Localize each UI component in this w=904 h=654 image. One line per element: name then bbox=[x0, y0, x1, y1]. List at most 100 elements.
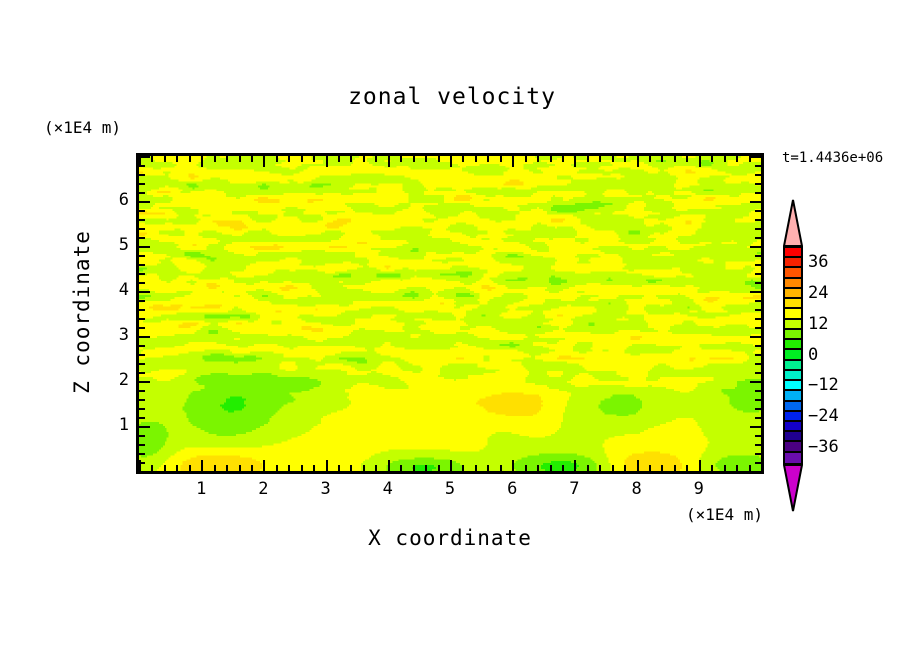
x-tick-bottom bbox=[512, 460, 514, 471]
y-tick-right bbox=[755, 210, 761, 212]
y-tick-right bbox=[755, 174, 761, 176]
page-title: zonal velocity bbox=[348, 84, 556, 110]
colorbar-tick-label: −24 bbox=[808, 405, 839, 426]
y-tick-right bbox=[755, 219, 761, 221]
y-tick-right bbox=[755, 264, 761, 266]
colorbar-tick-label: 24 bbox=[808, 283, 829, 304]
y-tick-right bbox=[750, 336, 761, 338]
y-tick-left bbox=[139, 462, 145, 464]
y-tick-right bbox=[755, 372, 761, 374]
x-tick-bottom bbox=[226, 465, 228, 471]
x-tick-bottom bbox=[338, 465, 340, 471]
colorbar-band bbox=[785, 258, 801, 269]
x-tick-top bbox=[500, 156, 502, 162]
x-tick-bottom bbox=[313, 465, 315, 471]
y-tick-right bbox=[750, 156, 761, 158]
x-tick-top bbox=[164, 156, 166, 162]
y-tick-left bbox=[139, 336, 150, 338]
y-tick-left bbox=[139, 417, 145, 419]
y-tick-label: 2 bbox=[118, 370, 129, 390]
x-tick-bottom bbox=[525, 465, 527, 471]
x-tick-top bbox=[425, 156, 427, 162]
x-tick-top bbox=[637, 156, 639, 167]
x-tick-bottom bbox=[176, 465, 178, 471]
x-tick-top bbox=[612, 156, 614, 162]
x-tick-top bbox=[699, 156, 701, 167]
x-tick-bottom bbox=[686, 465, 688, 471]
y-tick-right bbox=[750, 201, 761, 203]
y-tick-right bbox=[755, 399, 761, 401]
y-tick-right bbox=[755, 462, 761, 464]
x-tick-top bbox=[226, 156, 228, 162]
y-tick-left bbox=[139, 219, 145, 221]
colorbar-band bbox=[785, 248, 801, 259]
x-tick-bottom bbox=[661, 465, 663, 471]
y-tick-right bbox=[755, 228, 761, 230]
contour-plot-area bbox=[136, 153, 764, 474]
colorbar bbox=[783, 199, 803, 512]
x-tick-label: 5 bbox=[444, 479, 456, 499]
x-tick-bottom bbox=[350, 465, 352, 471]
colorbar-band bbox=[785, 319, 801, 330]
x-tick-top bbox=[400, 156, 402, 162]
x-tick-top bbox=[761, 156, 763, 167]
y-tick-right bbox=[755, 255, 761, 257]
y-tick-left bbox=[139, 291, 150, 293]
x-tick-bottom bbox=[761, 460, 763, 471]
x-tick-top bbox=[438, 156, 440, 162]
x-tick-top bbox=[288, 156, 290, 162]
x-tick-bottom bbox=[214, 465, 216, 471]
y-tick-label: 1 bbox=[118, 415, 129, 435]
y-tick-label: 4 bbox=[118, 280, 129, 300]
y-tick-right bbox=[755, 318, 761, 320]
x-tick-bottom bbox=[649, 465, 651, 471]
y-tick-left bbox=[139, 435, 145, 437]
y-tick-left bbox=[139, 309, 145, 311]
y-tick-right bbox=[755, 192, 761, 194]
y-axis-unit-label: (×1E4 m) bbox=[44, 118, 122, 137]
colorbar-band bbox=[785, 309, 801, 320]
x-tick-bottom bbox=[276, 465, 278, 471]
x-tick-top bbox=[736, 156, 738, 162]
colorbar-bands bbox=[783, 246, 803, 465]
x-tick-bottom bbox=[425, 465, 427, 471]
colorbar-tick-label: −12 bbox=[808, 375, 839, 396]
colorbar-tick-label: −36 bbox=[808, 436, 839, 457]
y-tick-left bbox=[139, 273, 145, 275]
y-tick-left bbox=[139, 264, 145, 266]
x-tick-bottom bbox=[139, 460, 141, 471]
x-tick-top bbox=[176, 156, 178, 162]
x-tick-top bbox=[574, 156, 576, 167]
x-tick-bottom bbox=[674, 465, 676, 471]
x-tick-bottom bbox=[438, 465, 440, 471]
x-tick-label: 3 bbox=[320, 479, 331, 499]
colorbar-band bbox=[785, 299, 801, 310]
x-tick-top bbox=[661, 156, 663, 162]
x-tick-top bbox=[487, 156, 489, 162]
x-tick-label: 7 bbox=[569, 479, 580, 499]
x-tick-bottom bbox=[624, 465, 626, 471]
y-tick-right bbox=[755, 363, 761, 365]
x-tick-bottom bbox=[363, 465, 365, 471]
x-tick-top bbox=[301, 156, 303, 162]
y-tick-left bbox=[139, 192, 145, 194]
x-tick-label: 8 bbox=[631, 479, 642, 499]
y-tick-right bbox=[755, 354, 761, 356]
colorbar-band bbox=[785, 370, 801, 382]
x-tick-bottom bbox=[151, 465, 153, 471]
colorbar-band bbox=[785, 381, 801, 392]
x-tick-bottom bbox=[475, 465, 477, 471]
y-tick-left bbox=[139, 354, 145, 356]
x-axis-unit-label: (×1E4 m) bbox=[686, 505, 764, 524]
y-tick-left bbox=[139, 183, 145, 185]
colorbar-band bbox=[785, 268, 801, 279]
colorbar-band bbox=[785, 288, 801, 300]
x-tick-top bbox=[587, 156, 589, 162]
y-tick-left bbox=[139, 444, 145, 446]
x-tick-top bbox=[189, 156, 191, 162]
y-tick-left bbox=[139, 381, 150, 383]
colorbar-tick-label: 36 bbox=[808, 252, 829, 273]
x-tick-label: 6 bbox=[507, 479, 518, 499]
x-tick-top bbox=[151, 156, 153, 162]
y-tick-left bbox=[139, 390, 145, 392]
